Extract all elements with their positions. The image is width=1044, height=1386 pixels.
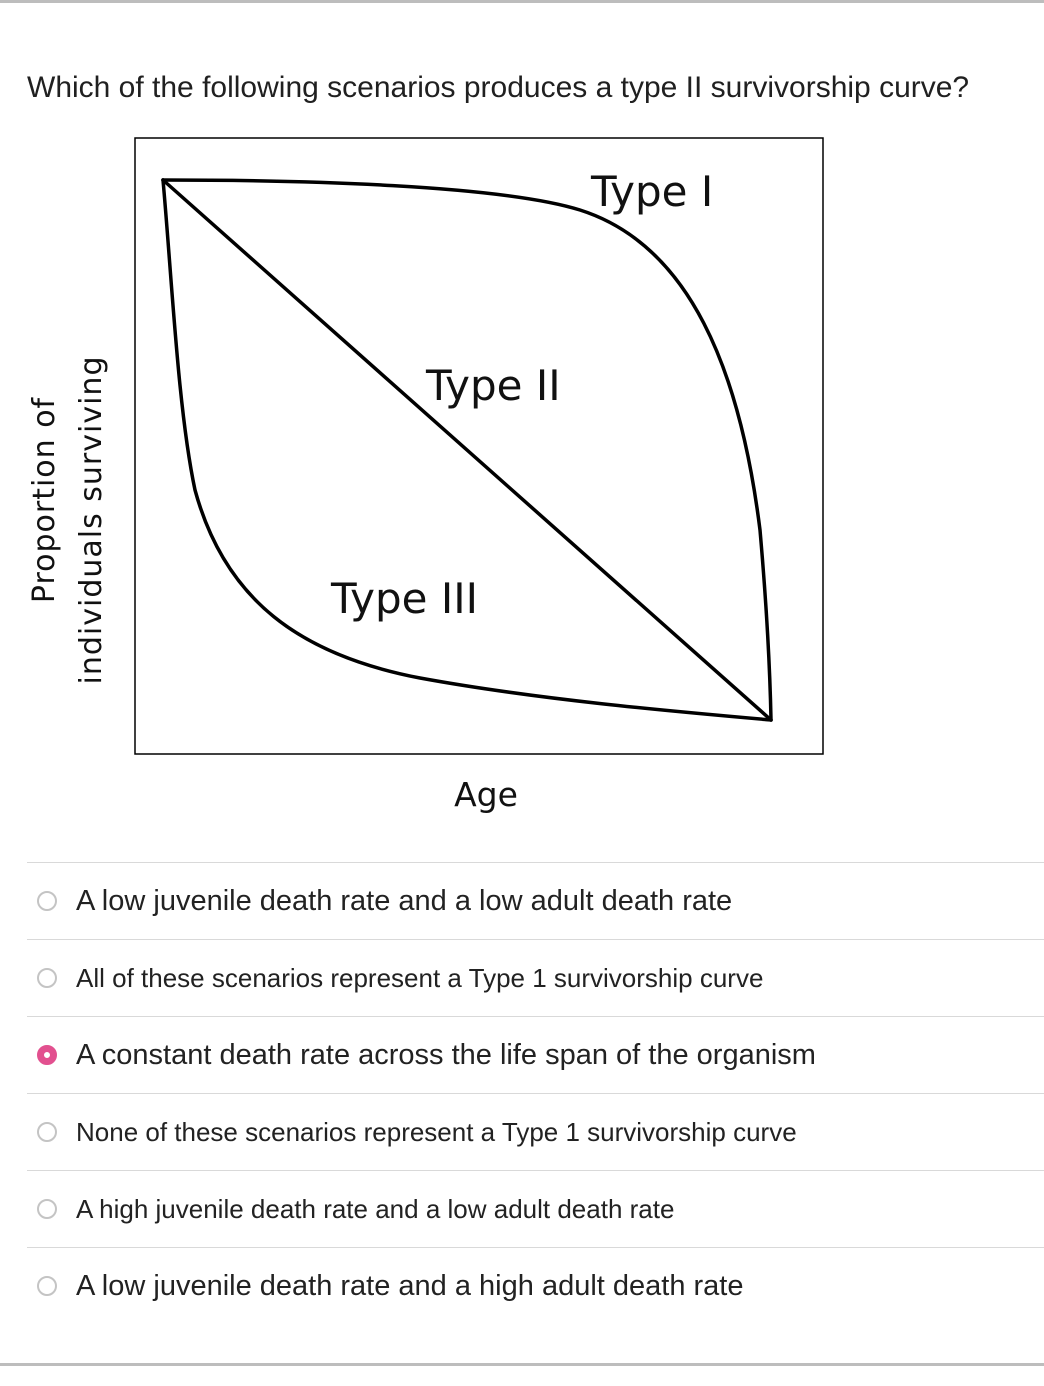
answer-option-label: All of these scenarios represent a Type … [76,963,764,993]
radio-button-1[interactable] [37,891,57,911]
answer-option-label: A low juvenile death rate and a high adu… [76,1270,744,1302]
answer-option-2[interactable]: All of these scenarios represent a Type … [27,939,1044,1016]
bottom-divider [0,1363,1044,1366]
radio-button-2[interactable] [37,968,57,988]
top-divider [0,0,1044,3]
y-axis-label-line2: individuals surviving [74,356,109,685]
survivorship-figure: Type I Type II Type III Age Proportion o… [0,130,1044,830]
type-3-curve [161,178,773,722]
answer-option-label: A low juvenile death rate and a low adul… [76,885,733,917]
answer-option-label: A high juvenile death rate and a low adu… [76,1194,675,1224]
type-2-curve [161,178,773,722]
answer-option-6[interactable]: A low juvenile death rate and a high adu… [27,1247,1044,1324]
type-3-label: Type III [330,574,478,623]
answer-option-1[interactable]: A low juvenile death rate and a low adul… [27,862,1044,939]
answer-option-3[interactable]: A constant death rate across the life sp… [27,1016,1044,1093]
radio-button-5[interactable] [37,1199,57,1219]
answer-option-label: None of these scenarios represent a Type… [76,1117,797,1147]
radio-button-3-selected[interactable] [37,1045,57,1065]
type-2-label: Type II [425,361,561,410]
plot-frame [134,137,824,755]
answer-options: A low juvenile death rate and a low adul… [27,862,1044,1324]
type-1-curve [161,178,773,722]
survivorship-chart: Type I Type II Type III Age Proportion o… [27,137,824,814]
question-text: Which of the following scenarios produce… [27,71,970,104]
type-1-label: Type I [590,167,713,216]
y-axis-label-line1: Proportion of [27,396,62,603]
radio-button-6[interactable] [37,1276,57,1296]
radio-button-4[interactable] [37,1122,57,1142]
answer-option-5[interactable]: A high juvenile death rate and a low adu… [27,1170,1044,1247]
answer-option-4[interactable]: None of these scenarios represent a Type… [27,1093,1044,1170]
answer-option-label: A constant death rate across the life sp… [76,1039,816,1071]
x-axis-label: Age [454,775,518,814]
